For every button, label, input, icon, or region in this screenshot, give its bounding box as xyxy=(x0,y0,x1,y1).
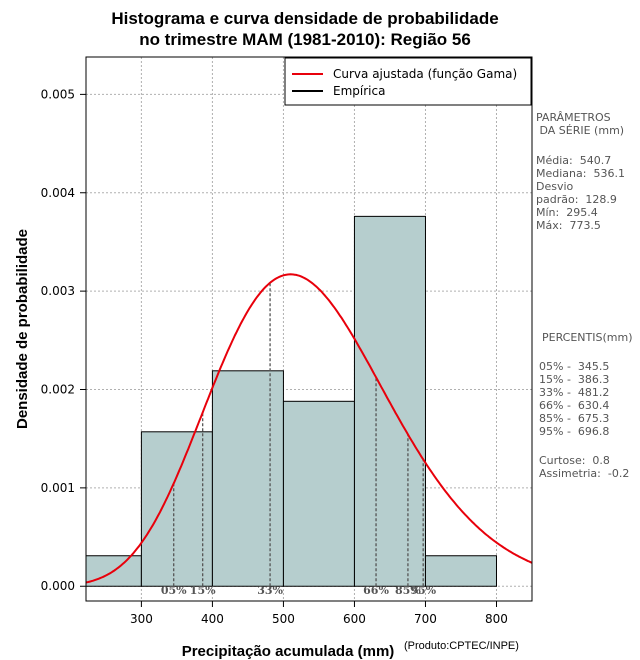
histogram-bars xyxy=(86,215,497,587)
x-axis-label: Precipitação acumulada (mm) xyxy=(182,643,395,660)
curve-group xyxy=(86,273,532,584)
x-tick-label: 300 xyxy=(130,612,153,626)
y-tick-label: 0.005 xyxy=(41,87,75,101)
stat-desvio-1: Desvio xyxy=(536,180,574,193)
x-tick-label: 500 xyxy=(272,612,295,626)
percentile-15: 15% - 386.3 xyxy=(539,373,610,386)
histogram-bar xyxy=(424,555,497,587)
percentile-33: 33% - 481.2 xyxy=(539,386,610,399)
percentile-95: 95% - 696.8 xyxy=(539,425,610,438)
x-tick-label: 600 xyxy=(343,612,366,626)
stat-mediana: Mediana: 536.1 xyxy=(536,167,625,180)
percentile-label: 05% xyxy=(161,584,187,597)
legend-box xyxy=(284,57,532,106)
histogram-bar xyxy=(211,370,284,587)
percentis-header: PERCENTIS(mm) xyxy=(542,331,633,344)
gamma-fit-curve xyxy=(86,273,532,584)
chart-title-line2: no trimestre MAM (1981-2010): Região 56 xyxy=(139,30,471,49)
stat-max: Máx: 773.5 xyxy=(536,219,601,232)
percentile-label: 66% xyxy=(363,584,389,597)
legend-label: Empírica xyxy=(333,84,385,98)
y-tick-label: 0.004 xyxy=(41,186,75,200)
stat-media: Média: 540.7 xyxy=(536,154,612,167)
stat-curtose: Curtose: 0.8 xyxy=(539,454,610,467)
histogram-bar xyxy=(282,400,355,587)
plot-frame xyxy=(85,56,533,602)
histogram-bar xyxy=(86,555,142,587)
x-tick-label: 700 xyxy=(414,612,437,626)
percentile-label: 33% xyxy=(257,584,283,597)
y-axis-label: Densidade de probabilidade xyxy=(14,229,31,429)
percentile-85: 85% - 675.3 xyxy=(539,412,610,425)
percentile-label: 15% xyxy=(190,584,216,597)
x-tick-label: 800 xyxy=(485,612,508,626)
legend-label: Curva ajustada (função Gama) xyxy=(333,67,517,81)
chart-title-line1: Histograma e curva densidade de probabil… xyxy=(111,9,499,28)
y-tick-label: 0.002 xyxy=(41,382,75,396)
percentile-label: 85% xyxy=(395,584,421,597)
params-header-1: PARÂMETROS xyxy=(536,111,611,124)
histogram-bar xyxy=(140,431,213,587)
stat-desvio-2: padrão: 128.9 xyxy=(536,193,617,206)
x-tick-label: 400 xyxy=(201,612,224,626)
stat-min: Mín: 295.4 xyxy=(536,206,598,219)
percentile-05: 05% - 345.5 xyxy=(539,360,610,373)
stat-assimetria: Assimetria: -0.2 xyxy=(539,467,630,480)
params-header-2: DA SÉRIE (mm) xyxy=(536,124,625,137)
y-tick-label: 0.000 xyxy=(41,579,75,593)
y-tick-label: 0.003 xyxy=(41,284,75,298)
percentile-66: 66% - 630.4 xyxy=(539,399,610,412)
product-credit: (Produto:CPTEC/INPE) xyxy=(404,640,519,652)
percentile-label: 95% xyxy=(410,584,436,597)
y-tick-label: 0.001 xyxy=(41,481,75,495)
